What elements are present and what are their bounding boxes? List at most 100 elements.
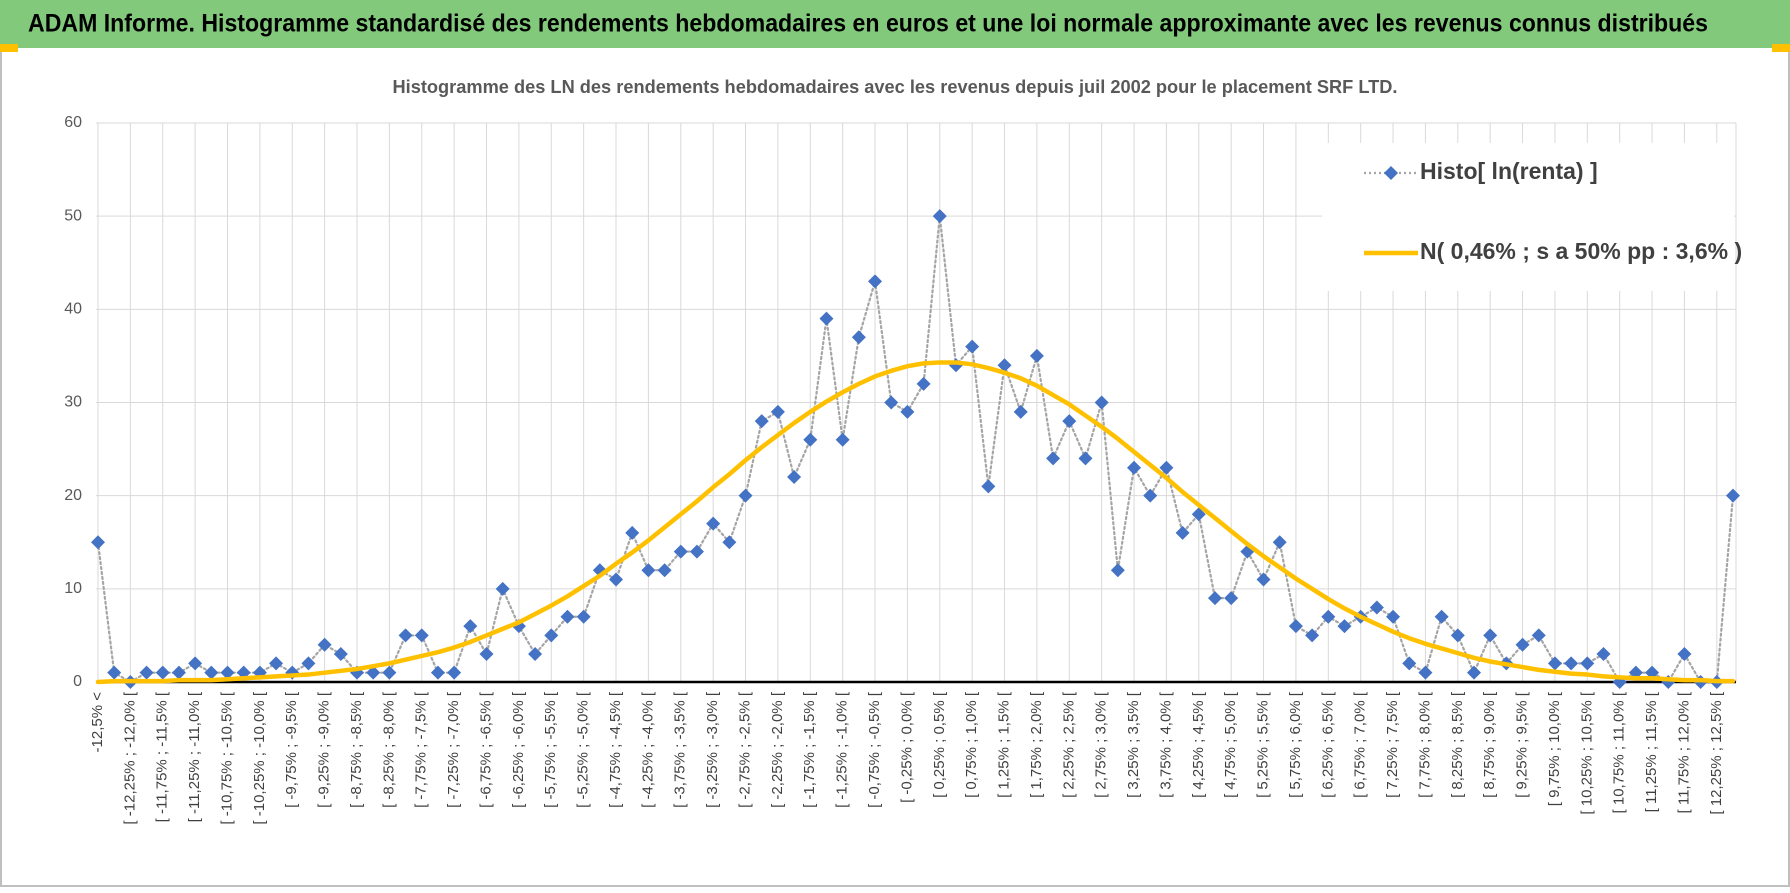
x-tick-label: [ -9,75% ; -9,5% [ <box>283 691 300 808</box>
plot-area: 0 10 20 30 40 50 60 -12,5% < [ -12,25% ; -12,0% … <box>64 114 1742 824</box>
x-tick-label: [ -12,25% ; -12,0% [ <box>121 691 138 824</box>
data-point <box>1515 637 1530 652</box>
data-point <box>1337 619 1352 634</box>
data-point <box>722 535 737 550</box>
x-tick-label: [ 0,25% ; 0,5% [ <box>931 691 948 798</box>
data-point <box>1596 647 1611 662</box>
x-tick-label: [ -1,25% ; -1,0% [ <box>834 691 851 808</box>
x-tick-label: [ -3,25% ; -3,0% [ <box>704 691 721 808</box>
x-tick-label: [ -5,25% ; -5,0% [ <box>575 691 592 808</box>
data-point <box>1110 563 1125 578</box>
data-point <box>1434 609 1449 624</box>
y-tick-label: 40 <box>64 301 82 318</box>
x-tick-label: [ 4,75% ; 5,0% [ <box>1222 691 1239 798</box>
y-tick-label: 60 <box>64 114 82 131</box>
data-point <box>1450 628 1465 643</box>
data-point <box>333 647 348 662</box>
data-point <box>965 339 980 354</box>
x-tick-label: [ -0,25% ; 0,0% [ <box>898 691 915 803</box>
data-point <box>787 470 802 485</box>
x-tick-label: [ 9,75% ; 10,0% [ <box>1546 691 1563 806</box>
data-point <box>900 404 915 419</box>
data-point <box>479 647 494 662</box>
x-tick-label: [ -6,25% ; -6,0% [ <box>510 691 527 808</box>
x-tick-label: [ 7,75% ; 8,0% [ <box>1416 691 1433 798</box>
x-tick-label: [ 1,75% ; 2,0% [ <box>1028 691 1045 798</box>
y-tick-label: 0 <box>73 673 82 690</box>
x-tick-label: [ -2,75% ; -2,5% [ <box>736 691 753 808</box>
data-point <box>107 665 122 680</box>
x-tick-label: [ -8,75% ; -8,5% [ <box>348 691 365 808</box>
data-point <box>1256 572 1271 587</box>
data-point <box>1369 600 1384 615</box>
data-point <box>997 358 1012 373</box>
data-point <box>916 376 931 391</box>
x-tick-label: [ -11,75% ; -11,5% [ <box>154 691 171 822</box>
data-point <box>560 609 575 624</box>
data-point <box>1029 348 1044 363</box>
x-tick-label: [ -2,25% ; -2,0% [ <box>769 691 786 808</box>
data-point <box>576 609 591 624</box>
data-point <box>657 563 672 578</box>
x-tick-label: [ -4,75% ; -4,5% [ <box>607 691 624 808</box>
data-point <box>1531 628 1546 643</box>
data-point <box>819 311 834 326</box>
x-tick-label: [ -10,25% ; -10,0% [ <box>251 691 268 824</box>
y-tick-label: 10 <box>64 580 82 597</box>
x-tick-label: [ 3,75% ; 4,0% [ <box>1157 691 1174 798</box>
data-point <box>1305 628 1320 643</box>
chart-title: Histogramme des LN des rendements hebdom… <box>393 77 1398 97</box>
data-point <box>738 488 753 503</box>
data-point <box>851 330 866 345</box>
data-point <box>463 619 478 634</box>
data-point <box>447 665 462 680</box>
data-point <box>188 656 203 671</box>
x-tick-label: [ -0,75% ; -0,5% [ <box>866 691 883 808</box>
data-point <box>1466 665 1481 680</box>
data-point <box>1224 591 1239 606</box>
data-point <box>689 544 704 559</box>
x-tick-label: [ 8,25% ; 8,5% [ <box>1449 691 1466 798</box>
x-tick-label: [ 5,75% ; 6,0% [ <box>1287 691 1304 798</box>
data-point <box>868 274 883 289</box>
header-band <box>0 0 1790 48</box>
x-tick-label: [ 4,25% ; 4,5% [ <box>1190 691 1207 798</box>
y-tick-label: 50 <box>64 207 82 224</box>
legend-marker <box>1384 166 1398 180</box>
x-tick-label: [ -9,25% ; -9,0% [ <box>316 691 333 808</box>
data-point <box>1013 404 1028 419</box>
data-point <box>1078 451 1093 466</box>
data-point <box>1094 395 1109 410</box>
y-tick-label: 30 <box>64 394 82 411</box>
data-point <box>609 572 624 587</box>
data-point <box>884 395 899 410</box>
x-tick-label: [ -6,75% ; -6,5% [ <box>477 691 494 808</box>
x-tick-label: [ 10,25% ; 10,5% [ <box>1578 691 1595 814</box>
data-point <box>1127 460 1142 475</box>
data-point <box>1175 525 1190 540</box>
legend-label: Histo[ ln(renta) ] <box>1420 158 1598 184</box>
series-line <box>95 360 1736 685</box>
data-point <box>1143 488 1158 503</box>
x-tick-label: [ -4,25% ; -4,0% [ <box>639 691 656 808</box>
data-point <box>1564 656 1579 671</box>
data-point <box>301 656 316 671</box>
x-tick-label: [ -10,75% ; -10,5% [ <box>218 691 235 824</box>
legend-label: N( 0,46% ; s a 50% pp : 3,6% ) <box>1420 238 1742 264</box>
x-tick-label: -12,5% < <box>89 692 106 753</box>
data-point <box>1547 656 1562 671</box>
data-point <box>1288 619 1303 634</box>
data-point <box>1402 656 1417 671</box>
data-point <box>1726 488 1740 503</box>
x-tick-label: [ 3,25% ; 3,5% [ <box>1125 691 1142 798</box>
x-tick-label: [ 2,75% ; 3,0% [ <box>1093 691 1110 798</box>
data-point <box>1677 647 1692 662</box>
data-point <box>528 647 543 662</box>
data-point <box>706 516 721 531</box>
data-point <box>1580 656 1595 671</box>
data-point <box>382 665 397 680</box>
corner-tab <box>1772 44 1790 52</box>
data-point <box>495 581 510 596</box>
x-tick-label: [ 6,25% ; 6,5% [ <box>1319 691 1336 798</box>
data-point <box>544 628 559 643</box>
